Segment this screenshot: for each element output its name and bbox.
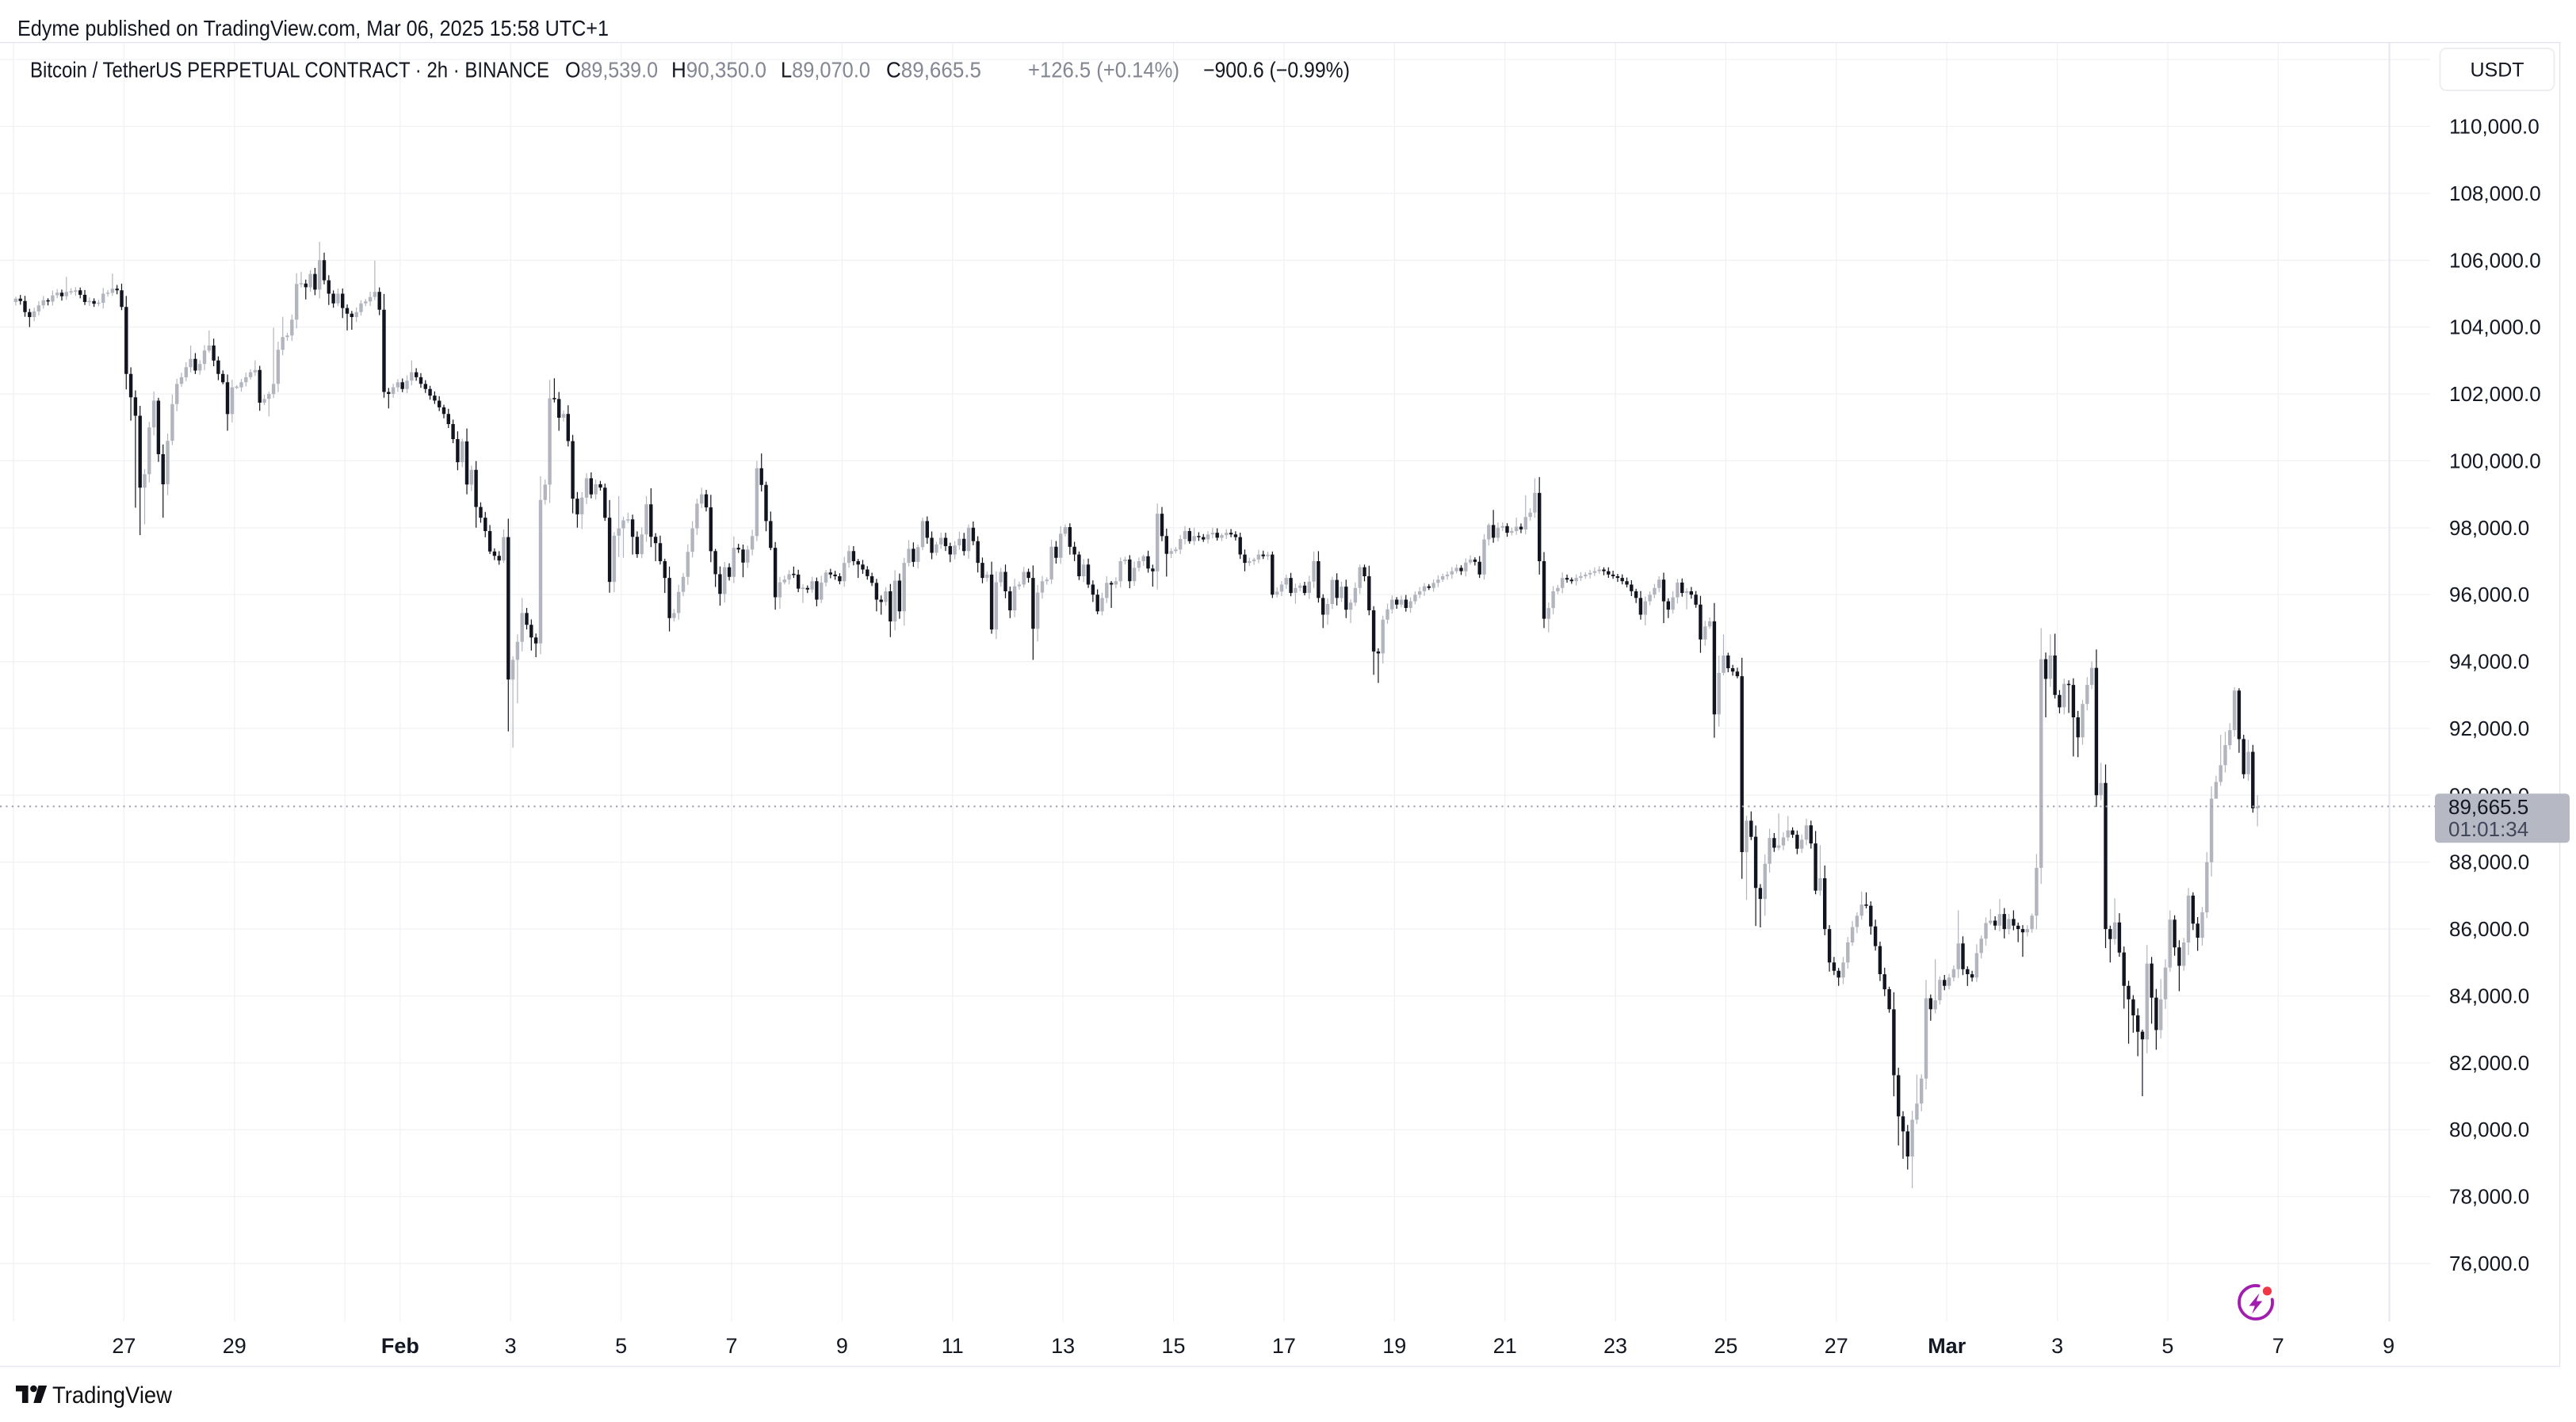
svg-text:27: 27 <box>112 1334 136 1358</box>
svg-text:7: 7 <box>2272 1334 2284 1358</box>
svg-text:23: 23 <box>1603 1334 1627 1358</box>
svg-text:O89,539.0: O89,539.0 <box>565 58 658 82</box>
svg-text:89,665.5: 89,665.5 <box>2448 795 2528 819</box>
svg-text:94,000.0: 94,000.0 <box>2449 650 2529 674</box>
svg-text:H90,350.0: H90,350.0 <box>671 58 766 82</box>
svg-text:−900.6 (−0.99%): −900.6 (−0.99%) <box>1203 58 1350 82</box>
svg-text:19: 19 <box>1382 1334 1406 1358</box>
svg-text:88,000.0: 88,000.0 <box>2449 851 2529 874</box>
svg-text:104,000.0: 104,000.0 <box>2449 315 2541 339</box>
svg-text:96,000.0: 96,000.0 <box>2449 583 2529 606</box>
svg-text:C89,665.5: C89,665.5 <box>886 58 981 82</box>
svg-text:100,000.0: 100,000.0 <box>2449 449 2541 472</box>
svg-text:82,000.0: 82,000.0 <box>2449 1051 2529 1075</box>
svg-text:Edyme published on TradingView: Edyme published on TradingView.com, Mar … <box>17 16 609 40</box>
svg-text:76,000.0: 76,000.0 <box>2449 1252 2529 1275</box>
svg-text:USDT: USDT <box>2470 59 2524 82</box>
svg-text:7: 7 <box>725 1334 737 1358</box>
svg-text:+126.5 (+0.14%): +126.5 (+0.14%) <box>1028 58 1179 82</box>
svg-text:13: 13 <box>1051 1334 1075 1358</box>
svg-text:27: 27 <box>1825 1334 1848 1358</box>
svg-text:110,000.0: 110,000.0 <box>2449 115 2540 139</box>
svg-text:84,000.0: 84,000.0 <box>2449 984 2529 1008</box>
svg-text:29: 29 <box>223 1334 247 1358</box>
svg-text:3: 3 <box>505 1334 517 1358</box>
svg-text:L89,070.0: L89,070.0 <box>781 58 870 82</box>
svg-text:9: 9 <box>836 1334 848 1358</box>
svg-text:TradingView: TradingView <box>52 1382 173 1409</box>
svg-text:Bitcoin / TetherUS PERPETUAL C: Bitcoin / TetherUS PERPETUAL CONTRACT · … <box>30 58 549 82</box>
svg-text:80,000.0: 80,000.0 <box>2449 1118 2529 1141</box>
svg-text:01:01:34: 01:01:34 <box>2448 817 2528 841</box>
svg-text:92,000.0: 92,000.0 <box>2449 717 2529 740</box>
svg-text:Feb: Feb <box>381 1334 419 1358</box>
svg-text:9: 9 <box>2383 1334 2394 1358</box>
svg-text:3: 3 <box>2051 1334 2063 1358</box>
svg-text:98,000.0: 98,000.0 <box>2449 516 2529 540</box>
svg-text:15: 15 <box>1161 1334 1185 1358</box>
svg-text:5: 5 <box>615 1334 627 1358</box>
svg-text:21: 21 <box>1493 1334 1517 1358</box>
svg-text:106,000.0: 106,000.0 <box>2449 248 2541 272</box>
svg-text:102,000.0: 102,000.0 <box>2449 382 2541 406</box>
svg-text:108,000.0: 108,000.0 <box>2449 182 2541 205</box>
svg-text:86,000.0: 86,000.0 <box>2449 917 2529 941</box>
svg-text:Mar: Mar <box>1928 1334 1966 1358</box>
svg-text:25: 25 <box>1714 1334 1737 1358</box>
svg-text:11: 11 <box>942 1334 964 1358</box>
svg-text:17: 17 <box>1272 1334 1296 1358</box>
svg-text:78,000.0: 78,000.0 <box>2449 1185 2529 1209</box>
svg-text:5: 5 <box>2161 1334 2173 1358</box>
